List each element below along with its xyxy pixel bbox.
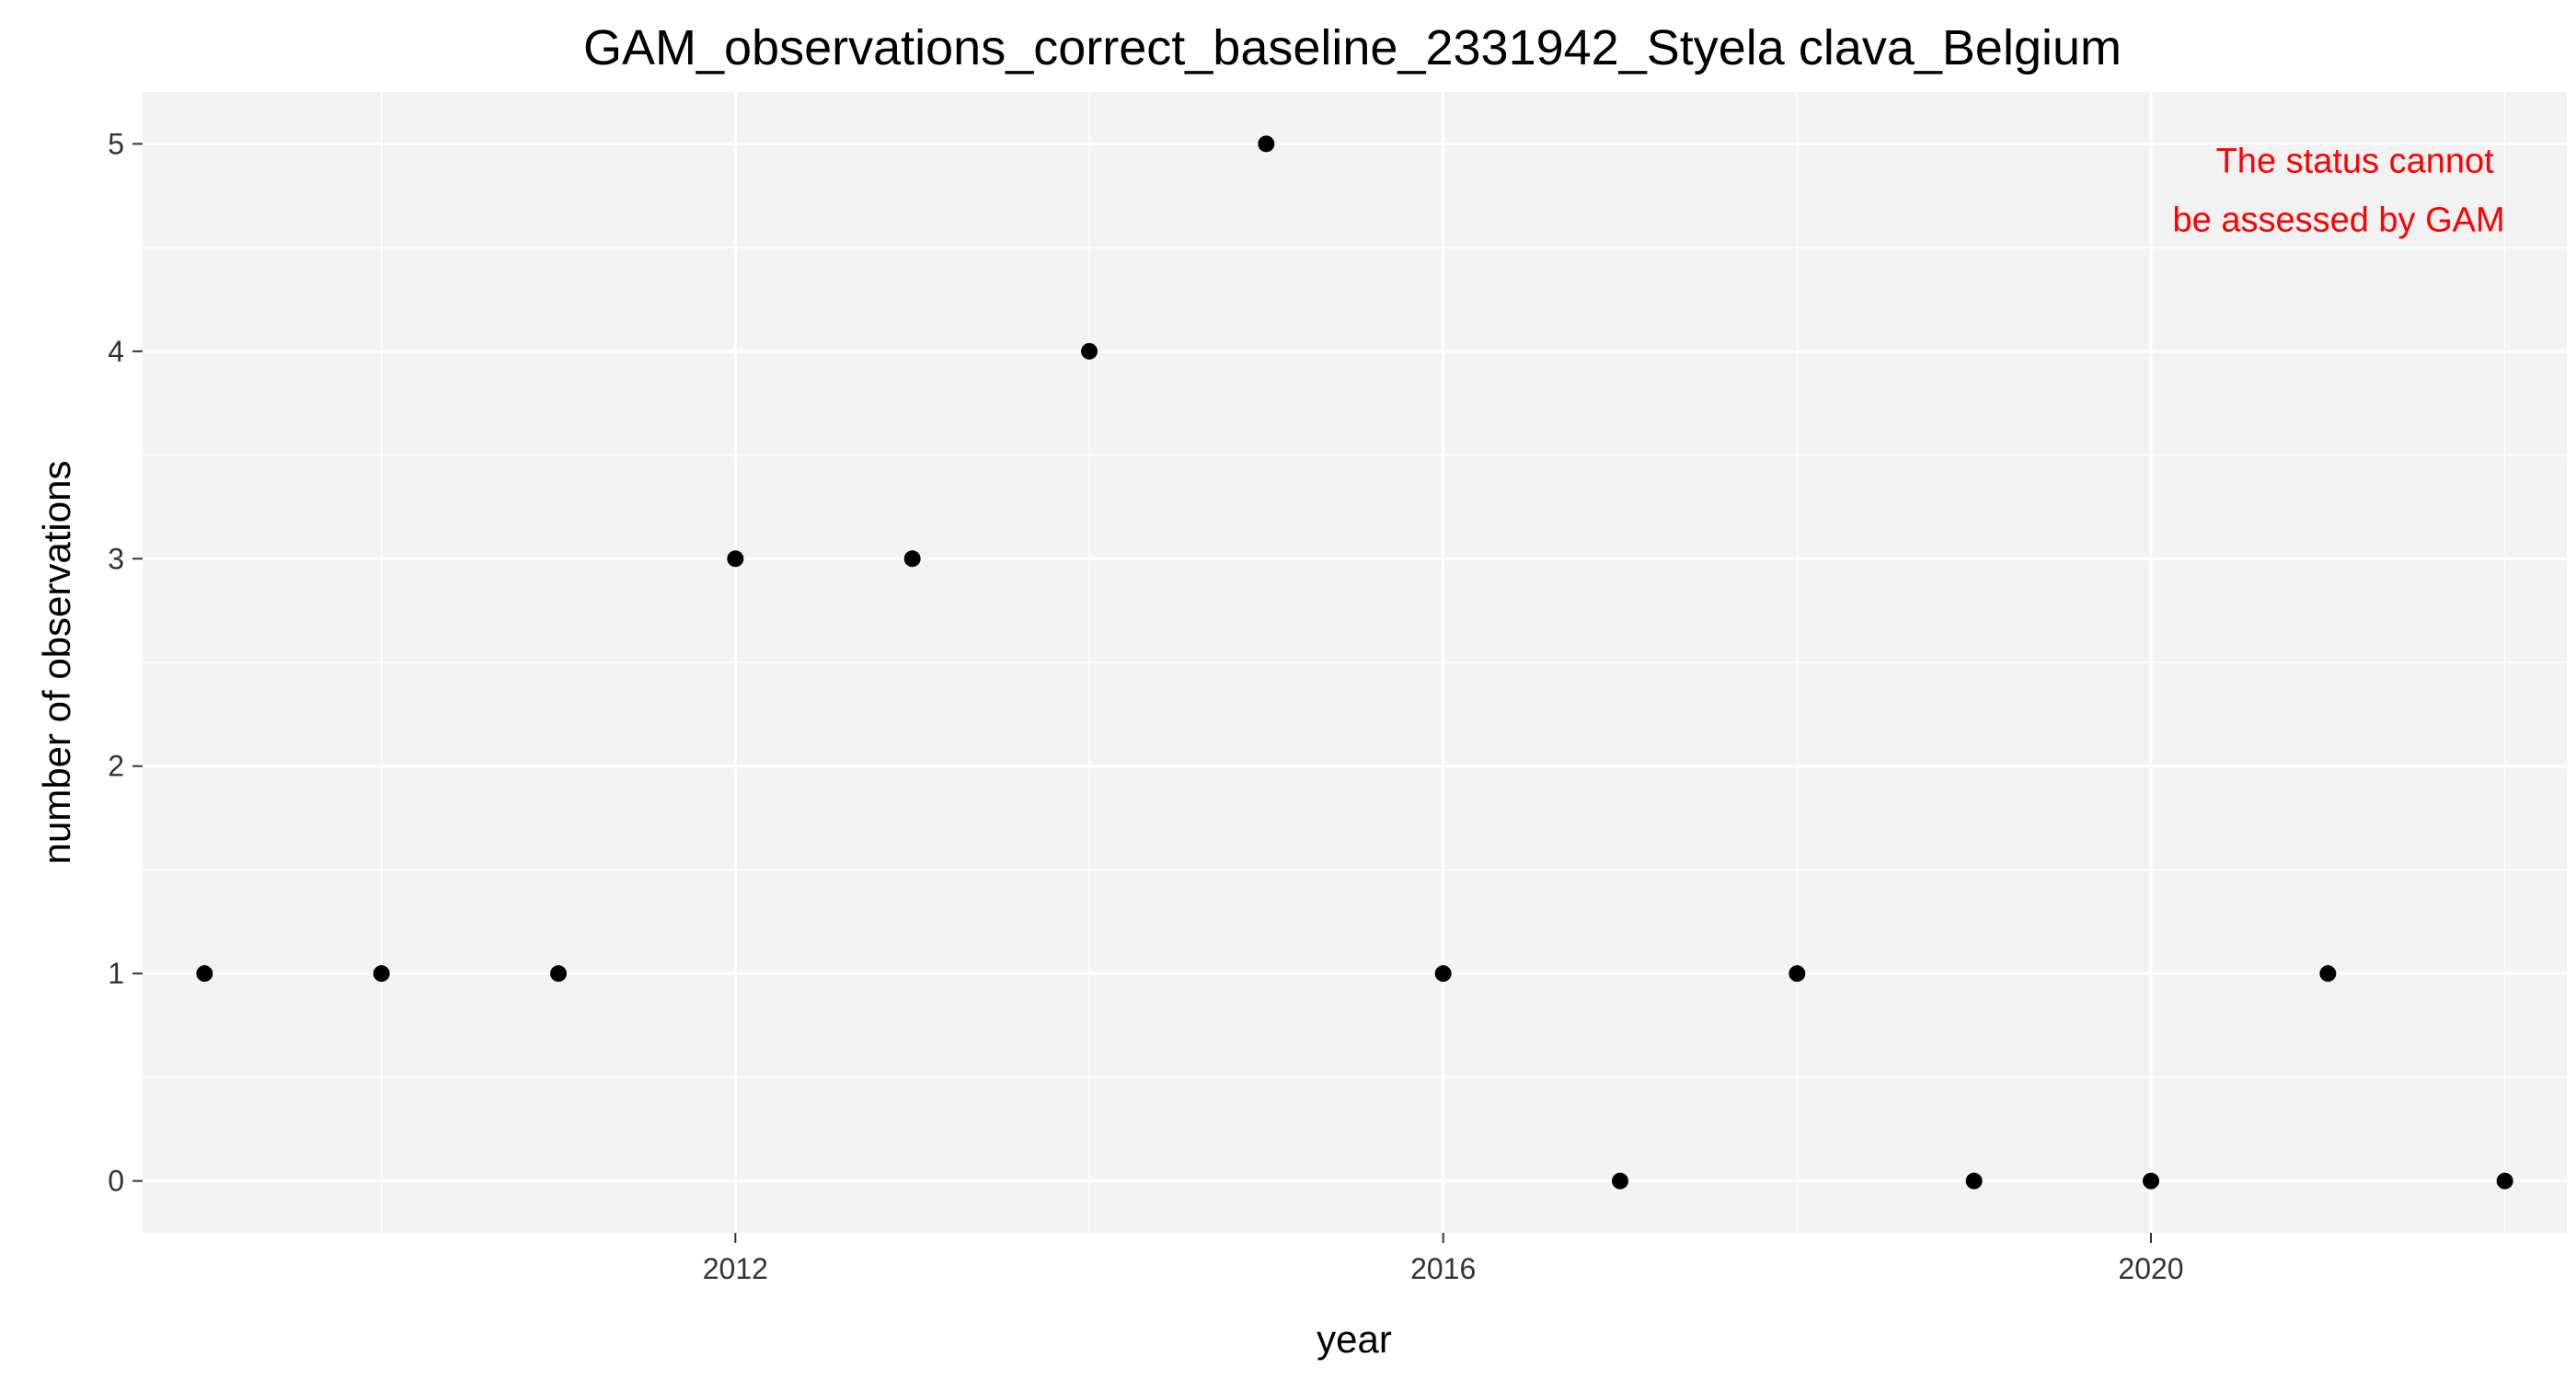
x-tick-label: 2012 [703,1252,768,1285]
data-point [1965,1172,1983,1190]
data-point [903,550,921,568]
data-point [549,965,567,983]
y-tick-label: 3 [108,542,124,575]
annotation-line-1: The status cannot [2216,142,2495,180]
y-tick-label: 0 [108,1165,124,1198]
y-tick-label: 2 [108,750,124,783]
x-tick-label: 2016 [1410,1252,1476,1285]
data-point [196,965,213,983]
data-point [1258,135,1275,153]
major-gridlines [143,92,2567,1233]
data-point [2496,1172,2513,1190]
data-point [373,965,390,983]
data-point [2143,1172,2160,1190]
data-point [727,550,744,568]
y-axis-label: number of observations [35,461,78,865]
axis-ticks [132,143,2153,1243]
annotation-line-2: be assessed by GAM [2173,201,2505,239]
data-points [196,135,2513,1190]
x-tick-label: 2020 [2118,1252,2183,1285]
data-point [1080,342,1098,360]
y-tick-label: 1 [108,957,124,990]
tick-labels: 2012 2016 2020 0 1 2 3 4 5 [108,127,2183,1285]
data-point [1434,965,1452,983]
chart-title: GAM_observations_correct_baseline_233194… [583,20,2122,75]
data-point [2319,965,2337,983]
data-point [1788,965,1806,983]
y-tick-label: 4 [108,335,124,368]
data-point [1612,1172,1629,1190]
x-axis-label: year [1317,1317,1392,1361]
minor-gridlines [143,92,2567,1233]
y-tick-label: 5 [108,127,124,160]
